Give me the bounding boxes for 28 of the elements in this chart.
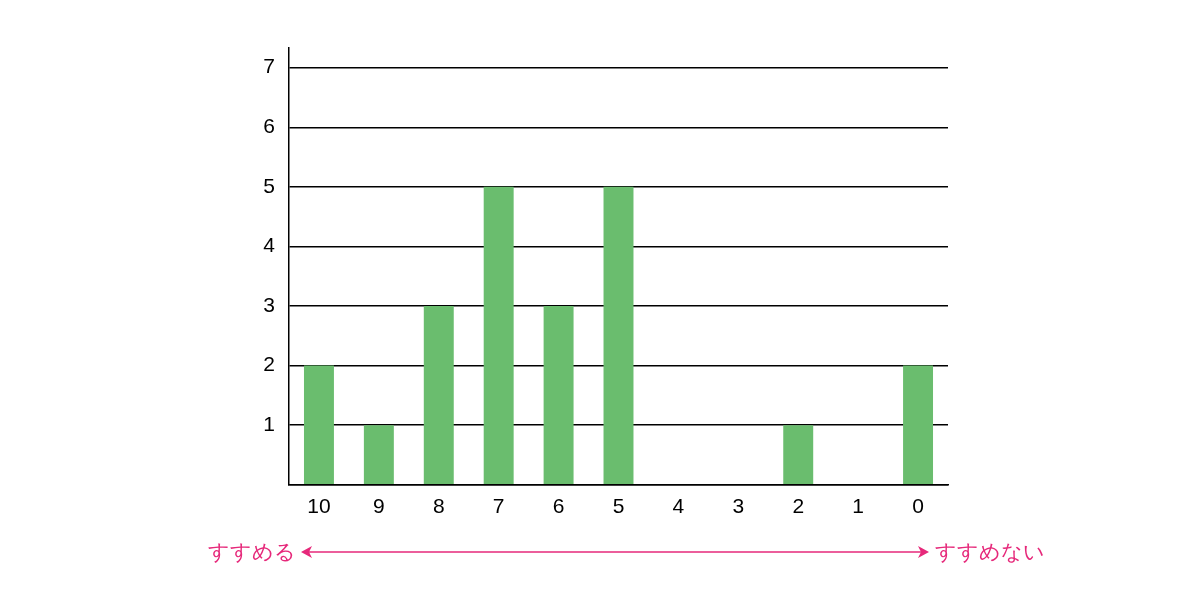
- text: すすめない: [935, 539, 1045, 566]
- x-tick-label: 3: [732, 494, 745, 518]
- x-tick-label: 0: [912, 494, 924, 518]
- text: すすめる: [208, 539, 296, 566]
- bar: [303, 365, 334, 485]
- bar: [363, 425, 394, 485]
- x-tick-label: 7: [492, 494, 505, 518]
- x-tick-label: 6: [552, 494, 565, 518]
- y-tick-label: 5: [263, 173, 275, 197]
- bar: [783, 425, 814, 485]
- y-tick-label: 2: [263, 352, 275, 376]
- x-tick-label: 1: [852, 494, 864, 518]
- y-tick-label: 3: [263, 292, 275, 316]
- bar: [423, 306, 454, 485]
- bar: [603, 186, 634, 485]
- y-tick-label: 1: [263, 412, 275, 436]
- bar: [903, 365, 934, 485]
- x-tick-label: 2: [792, 494, 805, 518]
- x-tick-label: 5: [612, 494, 625, 518]
- x-tick-label: 10: [307, 494, 331, 518]
- x-tick-label: 4: [672, 494, 685, 518]
- y-tick-label: 4: [263, 233, 276, 257]
- y-tick-label: 7: [263, 54, 275, 78]
- bar: [483, 186, 514, 485]
- bar: [543, 306, 574, 485]
- y-tick-label: 6: [263, 114, 275, 138]
- x-tick-label: 8: [432, 494, 445, 518]
- x-tick-label: 9: [373, 494, 385, 518]
